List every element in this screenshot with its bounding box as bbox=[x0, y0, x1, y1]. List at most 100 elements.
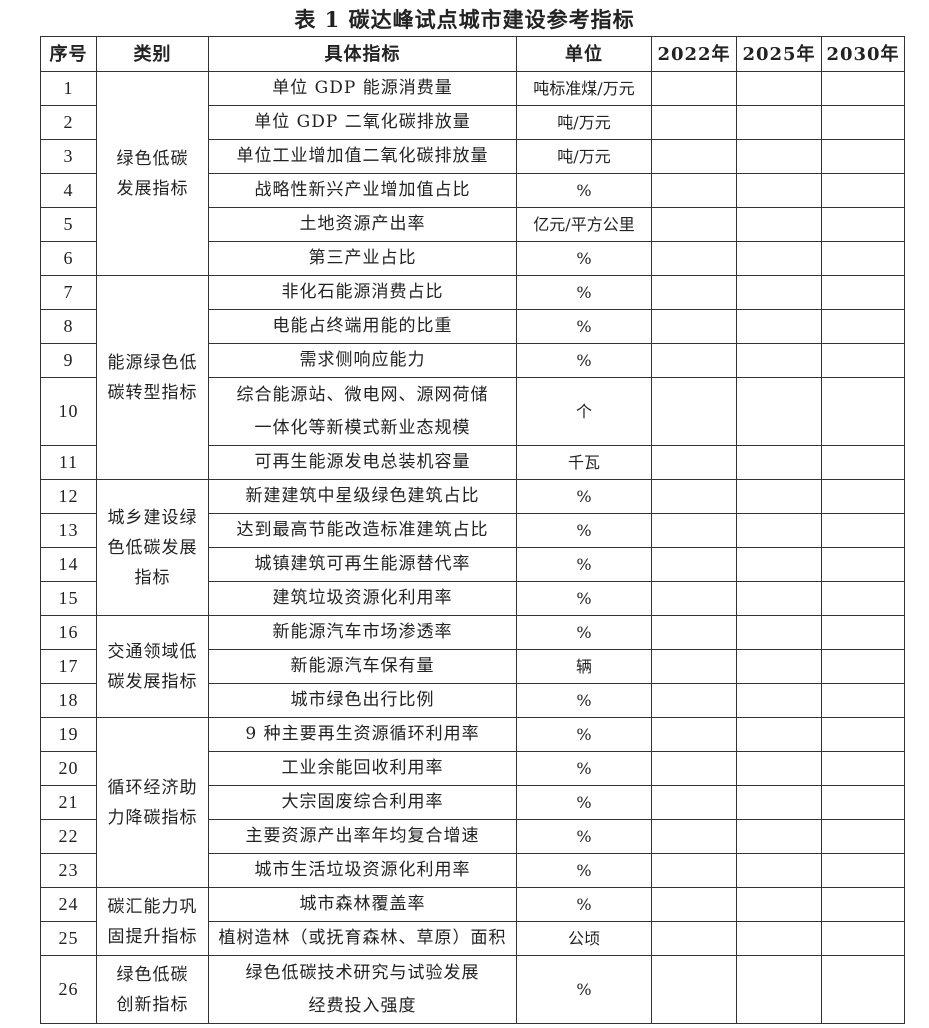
value-cell-2030[interactable] bbox=[821, 513, 905, 548]
value-cell-2030[interactable] bbox=[821, 241, 905, 276]
value-cell-2025[interactable] bbox=[736, 207, 822, 242]
value-cell-2025[interactable] bbox=[736, 717, 822, 752]
value-cell-2022[interactable] bbox=[651, 887, 737, 922]
table-row: 2 单位 GDP 二氧化碳排放量 吨/万元 bbox=[40, 105, 905, 140]
row-number: 20 bbox=[40, 751, 97, 786]
value-cell-2022[interactable] bbox=[651, 343, 737, 378]
value-cell-2022[interactable] bbox=[651, 241, 737, 276]
value-cell-2030[interactable] bbox=[821, 343, 905, 378]
unit-cell: 辆 bbox=[516, 649, 652, 684]
value-cell-2025[interactable] bbox=[736, 887, 822, 922]
value-cell-2025[interactable] bbox=[736, 105, 822, 140]
indicator-line: 单位 GDP 二氧化碳排放量 bbox=[254, 112, 471, 132]
indicator-cell: 大宗固废综合利用率 bbox=[208, 785, 517, 820]
value-cell-2022[interactable] bbox=[651, 309, 737, 344]
value-cell-2030[interactable] bbox=[821, 479, 905, 514]
value-cell-2022[interactable] bbox=[651, 139, 737, 174]
value-cell-2022[interactable] bbox=[651, 445, 737, 480]
category-line: 碳转型指标 bbox=[107, 382, 198, 403]
value-cell-2025[interactable] bbox=[736, 921, 822, 956]
value-cell-2025[interactable] bbox=[736, 309, 822, 344]
value-cell-2022[interactable] bbox=[651, 615, 737, 650]
indicator-line: 城市生活垃圾资源化利用率 bbox=[254, 860, 471, 880]
value-cell-2030[interactable] bbox=[821, 785, 905, 820]
value-cell-2025[interactable] bbox=[736, 751, 822, 786]
table-row: 16 交通领域低 碳发展指标 新能源汽车市场渗透率% bbox=[40, 615, 905, 718]
value-cell-2030[interactable] bbox=[821, 207, 905, 242]
unit-cell: 亿元/平方公里 bbox=[516, 207, 652, 242]
row-number: 16 bbox=[40, 615, 97, 650]
value-cell-2025[interactable] bbox=[736, 819, 822, 854]
value-cell-2030[interactable] bbox=[821, 547, 905, 582]
value-cell-2025[interactable] bbox=[736, 377, 822, 446]
value-cell-2022[interactable] bbox=[651, 921, 737, 956]
value-cell-2025[interactable] bbox=[736, 513, 822, 548]
value-cell-2030[interactable] bbox=[821, 717, 905, 752]
value-cell-2030[interactable] bbox=[821, 139, 905, 174]
value-cell-2022[interactable] bbox=[651, 479, 737, 514]
value-cell-2030[interactable] bbox=[821, 853, 905, 888]
value-cell-2030[interactable] bbox=[821, 921, 905, 956]
value-cell-2030[interactable] bbox=[821, 751, 905, 786]
value-cell-2022[interactable] bbox=[651, 105, 737, 140]
unit-cell: % bbox=[516, 751, 652, 786]
value-cell-2025[interactable] bbox=[736, 615, 822, 650]
value-cell-2030[interactable] bbox=[821, 581, 905, 616]
value-cell-2022[interactable] bbox=[651, 751, 737, 786]
value-cell-2025[interactable] bbox=[736, 445, 822, 480]
value-cell-2025[interactable] bbox=[736, 955, 822, 1024]
category-cell: 绿色低碳 发展指标 bbox=[96, 71, 209, 276]
row-number: 5 bbox=[40, 207, 97, 242]
value-cell-2030[interactable] bbox=[821, 819, 905, 854]
value-cell-2030[interactable] bbox=[821, 173, 905, 208]
value-cell-2030[interactable] bbox=[821, 445, 905, 480]
value-cell-2030[interactable] bbox=[821, 71, 905, 106]
value-cell-2025[interactable] bbox=[736, 683, 822, 718]
table-row: 8 电能占终端用能的比重% bbox=[40, 309, 905, 344]
value-cell-2025[interactable] bbox=[736, 71, 822, 106]
value-cell-2025[interactable] bbox=[736, 343, 822, 378]
value-cell-2022[interactable] bbox=[651, 819, 737, 854]
value-cell-2030[interactable] bbox=[821, 649, 905, 684]
unit-cell: % bbox=[516, 275, 652, 310]
value-cell-2030[interactable] bbox=[821, 887, 905, 922]
value-cell-2030[interactable] bbox=[821, 615, 905, 650]
value-cell-2022[interactable] bbox=[651, 955, 737, 1024]
value-cell-2022[interactable] bbox=[651, 717, 737, 752]
indicator-cell: 主要资源产出率年均复合增速 bbox=[208, 819, 517, 854]
row-number: 18 bbox=[40, 683, 97, 718]
category-line: 力降碳指标 bbox=[107, 807, 198, 828]
value-cell-2022[interactable] bbox=[651, 377, 737, 446]
value-cell-2022[interactable] bbox=[651, 275, 737, 310]
unit-cell: % bbox=[516, 309, 652, 344]
indicator-line: 可再生能源发电总装机容量 bbox=[254, 452, 471, 472]
value-cell-2030[interactable] bbox=[821, 377, 905, 446]
value-cell-2025[interactable] bbox=[736, 581, 822, 616]
value-cell-2022[interactable] bbox=[651, 785, 737, 820]
value-cell-2030[interactable] bbox=[821, 955, 905, 1024]
unit-cell: 公顷 bbox=[516, 921, 652, 956]
value-cell-2022[interactable] bbox=[651, 853, 737, 888]
value-cell-2022[interactable] bbox=[651, 547, 737, 582]
value-cell-2025[interactable] bbox=[736, 479, 822, 514]
value-cell-2022[interactable] bbox=[651, 581, 737, 616]
value-cell-2025[interactable] bbox=[736, 173, 822, 208]
value-cell-2025[interactable] bbox=[736, 275, 822, 310]
value-cell-2025[interactable] bbox=[736, 547, 822, 582]
value-cell-2030[interactable] bbox=[821, 105, 905, 140]
value-cell-2025[interactable] bbox=[736, 241, 822, 276]
value-cell-2025[interactable] bbox=[736, 785, 822, 820]
value-cell-2025[interactable] bbox=[736, 139, 822, 174]
value-cell-2022[interactable] bbox=[651, 207, 737, 242]
value-cell-2030[interactable] bbox=[821, 309, 905, 344]
value-cell-2022[interactable] bbox=[651, 683, 737, 718]
value-cell-2025[interactable] bbox=[736, 649, 822, 684]
value-cell-2022[interactable] bbox=[651, 71, 737, 106]
value-cell-2030[interactable] bbox=[821, 683, 905, 718]
value-cell-2022[interactable] bbox=[651, 173, 737, 208]
value-cell-2030[interactable] bbox=[821, 275, 905, 310]
indicator-cell: 电能占终端用能的比重 bbox=[208, 309, 517, 344]
value-cell-2022[interactable] bbox=[651, 513, 737, 548]
value-cell-2025[interactable] bbox=[736, 853, 822, 888]
value-cell-2022[interactable] bbox=[651, 649, 737, 684]
